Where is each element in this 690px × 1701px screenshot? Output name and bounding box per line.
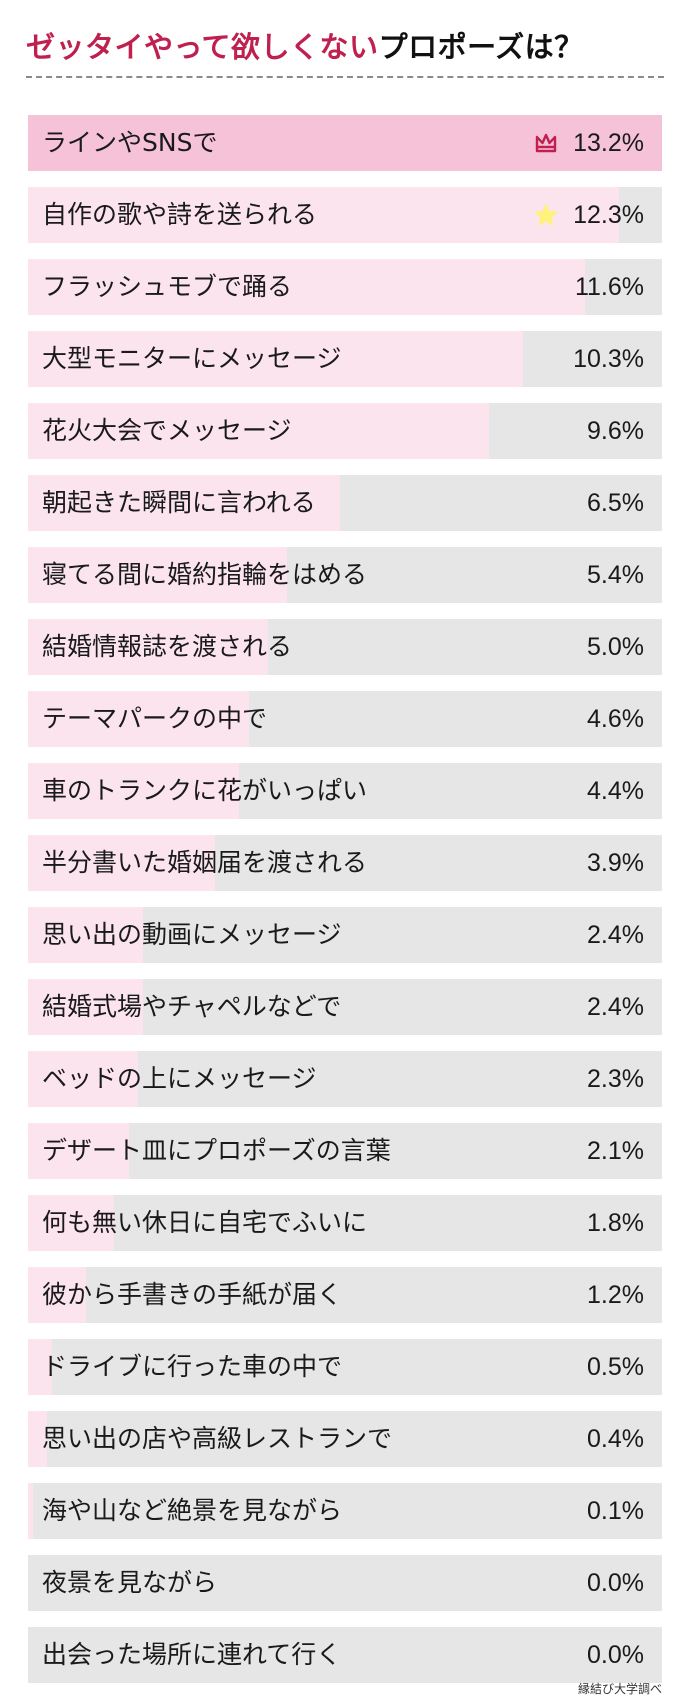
value-label: 9.6% [587,417,644,445]
bar-row: 思い出の動画にメッセージ 2.4% [28,907,662,963]
bar-row: 夜景を見ながら 0.0% [28,1555,662,1611]
bar-fill [28,835,216,891]
bar-fill [28,1411,48,1467]
bar-row: デザート皿にプロポーズの言葉 2.1% [28,1123,662,1179]
bar-fill [28,475,341,531]
value-label: 0.4% [587,1425,644,1453]
bar-fill [28,907,144,963]
value-label: 2.4% [587,993,644,1021]
chart-title: ゼッタイやって欲しくないプロポーズは？ [26,24,584,66]
value-label: 10.3% [573,345,644,373]
bar-label: ドライブに行った車の中で [42,1352,343,1381]
bar-label: 花火大会でメッセージ [42,416,292,445]
bar-fill [28,1483,33,1539]
bar-label: 彼から手書きの手紙が届く [42,1280,343,1309]
value-label: 4.6% [587,705,644,733]
bar-fill [28,1051,139,1107]
bar-label: デザート皿にプロポーズの言葉 [42,1136,391,1165]
bar-fill [28,691,249,747]
bar-row: 自作の歌や詩を送られる 12.3% [28,187,662,243]
bar-row: 思い出の店や高級レストランで 0.4% [28,1411,662,1467]
bar-chart: ラインやSNSで 13.2% 自作の歌や詩を送られる 12.3% フラッシュモブで踊る 1… [28,115,662,1699]
value-label: 3.9% [587,849,644,877]
crown-icon [534,132,558,154]
bar-fill [28,619,269,675]
bar-fill [28,403,490,459]
value-label: 0.0% [587,1569,644,1597]
value-label: 2.1% [587,1137,644,1165]
bar-label: 海や山など絶景を見ながら [42,1496,343,1525]
bar-fill [28,187,619,243]
value-label: 0.0% [587,1641,644,1669]
value-label: 2.3% [587,1065,644,1093]
bar-fill [28,1123,129,1179]
bar-fill [28,547,288,603]
bar-fill [28,763,240,819]
bar-label: 何も無い休日に自宅でふいに [42,1208,368,1237]
bar-fill [28,1195,115,1251]
bar-fill [28,1267,86,1323]
bar-row: ラインやSNSで 13.2% [28,115,662,171]
value-label: 12.3% [573,201,644,229]
bar-fill [28,331,523,387]
value-label: 2.4% [587,921,644,949]
star-icon [534,204,558,226]
bar-row: 寝てる間に婚約指輪をはめる 5.4% [28,547,662,603]
dashed-divider [26,76,664,78]
bar-fill [28,259,586,315]
bar-row: 結婚情報誌を渡される 5.0% [28,619,662,675]
value-label: 6.5% [587,489,644,517]
bar-label: 半分書いた婚姻届を渡される [42,848,368,877]
bar-row: テーマパークの中で 4.6% [28,691,662,747]
bar-label: ラインやSNSで [42,128,218,157]
bar-label: 自作の歌や詩を送られる [42,200,318,229]
source-note: 縁結び大学調べ [577,1682,662,1696]
bar-row: 半分書いた婚姻届を渡される 3.9% [28,835,662,891]
bar-row: ドライブに行った車の中で 0.5% [28,1339,662,1395]
value-label: 11.6% [574,273,644,301]
bar-label: フラッシュモブで踊る [42,272,293,301]
bar-label: 思い出の店や高級レストランで [42,1424,393,1453]
title-accent: ゼッタイやって欲しくない [26,30,379,64]
value-label: 5.0% [587,633,644,661]
bar-row: 大型モニターにメッセージ 10.3% [28,331,662,387]
bar-label: 結婚式場やチャペルなどで [42,992,342,1021]
bar-row: 車のトランクに花がいっぱい 4.4% [28,763,662,819]
value-label: 0.5% [587,1353,644,1381]
value-label: 5.4% [587,561,644,589]
bar-label: ベッドの上にメッセージ [42,1064,317,1093]
bar-fill [28,1339,52,1395]
bar-label: 思い出の動画にメッセージ [42,920,342,949]
value-label: 1.2% [587,1281,644,1309]
bar-label: 出会った場所に連れて行く [42,1640,342,1669]
bar-fill [28,979,144,1035]
bar-label: 朝起きた瞬間に言われる [42,488,316,517]
bar-row: 何も無い休日に自宅でふいに 1.8% [28,1195,662,1251]
bar-label: 夜景を見ながら [42,1568,218,1597]
bar-row: 結婚式場やチャペルなどで 2.4% [28,979,662,1035]
bar-fill [28,115,662,171]
bar-row: 彼から手書きの手紙が届く 1.2% [28,1267,662,1323]
bar-row: 朝起きた瞬間に言われる 6.5% [28,475,662,531]
value-label: 4.4% [587,777,644,805]
bar-row: 海や山など絶景を見ながら 0.1% [28,1483,662,1539]
value-label: 13.2% [573,129,644,157]
bar-row: ベッドの上にメッセージ 2.3% [28,1051,662,1107]
bar-row: 花火大会でメッセージ 9.6% [28,403,662,459]
bar-row: 出会った場所に連れて行く 0.0% [28,1627,662,1683]
bar-label: テーマパークの中で [42,704,268,733]
bar-label: 車のトランクに花がいっぱい [42,776,368,805]
value-label: 0.1% [587,1497,644,1525]
value-label: 1.8% [587,1209,644,1237]
bar-label: 寝てる間に婚約指輪をはめる [42,560,368,589]
bar-label: 大型モニターにメッセージ [42,344,342,373]
bar-label: 結婚情報誌を渡される [42,632,293,661]
title-rest: プロポーズは？ [378,30,584,64]
bar-row: フラッシュモブで踊る 11.6% [28,259,662,315]
